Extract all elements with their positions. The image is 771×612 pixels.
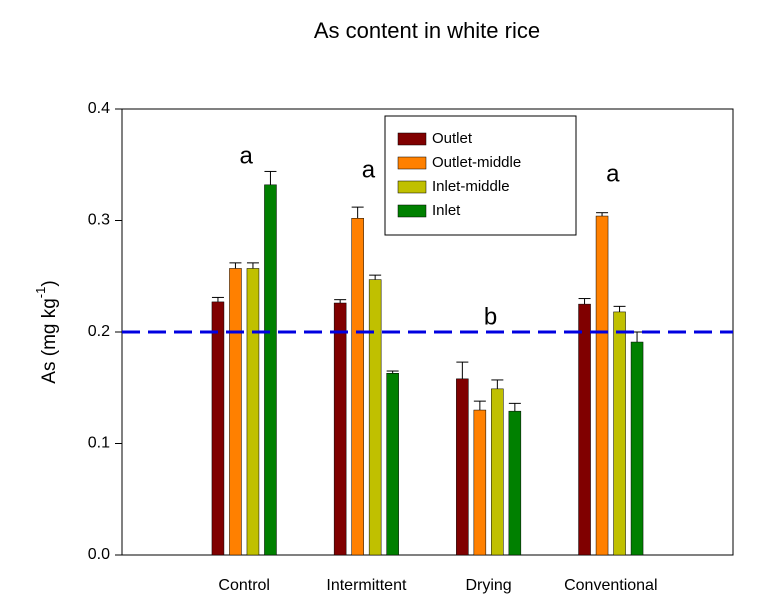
legend-label: Inlet-middle	[432, 178, 510, 195]
bar	[229, 268, 242, 556]
bar	[473, 409, 487, 556]
error-bar	[473, 400, 486, 411]
error-bar	[369, 274, 382, 280]
error-bar	[613, 305, 626, 312]
annotation: a	[240, 142, 254, 169]
bar	[386, 373, 399, 556]
error-bar	[246, 262, 259, 269]
bar	[351, 218, 364, 556]
x-tick-label: Control	[218, 577, 270, 594]
bar	[578, 303, 591, 556]
bar	[595, 215, 609, 556]
error-bar	[578, 298, 591, 305]
y-tick-label: 0.0	[88, 546, 110, 563]
error-bar	[631, 331, 644, 343]
error-bar	[229, 262, 242, 269]
bar	[630, 341, 644, 556]
bar	[456, 378, 469, 556]
y-label-suffix: )	[39, 280, 60, 286]
bar	[246, 268, 260, 556]
legend-swatch	[397, 204, 427, 218]
legend-swatch	[397, 156, 427, 170]
y-tick-label: 0.4	[88, 100, 110, 117]
error-bar	[351, 206, 364, 219]
x-tick-label: Conventional	[564, 577, 657, 594]
x-tick-label: Intermittent	[326, 577, 407, 594]
y-label-sup: -1	[33, 287, 48, 299]
bar	[368, 279, 382, 556]
y-tick-label: 0.1	[88, 435, 110, 452]
legend-label: Inlet	[432, 202, 461, 219]
bar	[264, 184, 277, 556]
error-bar	[508, 402, 521, 412]
x-tick-label: Drying	[465, 577, 511, 594]
legend-swatch	[397, 132, 427, 146]
error-bar	[211, 296, 224, 302]
legend-swatch	[397, 180, 427, 194]
y-axis-label: As (mg kg-1)	[33, 280, 60, 383]
y-tick-label: 0.2	[88, 323, 110, 340]
error-bar	[596, 212, 609, 217]
chart-title: As content in white rice	[314, 18, 540, 43]
annotation: a	[362, 156, 376, 183]
error-bar	[334, 299, 347, 304]
bar	[508, 410, 522, 556]
bar	[333, 302, 347, 556]
bar	[613, 311, 626, 556]
bar	[211, 301, 225, 556]
legend-label: Outlet-middle	[432, 154, 521, 171]
error-bar	[491, 379, 504, 389]
y-tick-label: 0.3	[88, 212, 110, 229]
y-label-text: As (mg kg	[39, 298, 60, 384]
annotation: b	[484, 303, 497, 330]
bar	[491, 388, 504, 556]
annotation: a	[606, 160, 620, 187]
error-bar	[386, 370, 399, 374]
error-bar	[456, 361, 469, 379]
legend-label: Outlet	[432, 130, 473, 147]
error-bar	[264, 170, 277, 185]
